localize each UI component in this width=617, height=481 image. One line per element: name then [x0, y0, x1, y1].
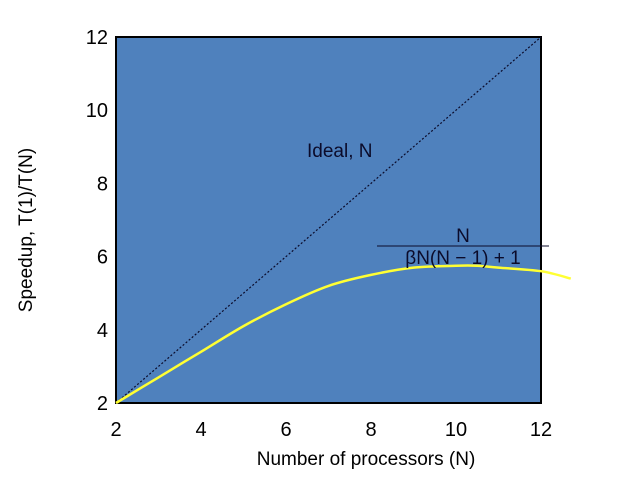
y-tick-label: 6 — [97, 247, 108, 269]
y-tick-label: 8 — [97, 173, 108, 195]
y-tick-label: 4 — [97, 320, 108, 342]
ideal-series-label: Ideal, N — [307, 141, 372, 162]
series-layer — [115, 36, 572, 405]
y-tick-label: 10 — [86, 100, 108, 122]
x-tick-label: 6 — [280, 419, 291, 441]
formula-numerator: N — [456, 226, 470, 247]
overhead-speedup-curve — [115, 264, 572, 405]
x-tick-label: 8 — [365, 419, 376, 441]
formula-denominator: βN(N − 1) + 1 — [405, 248, 520, 269]
x-tick-label: 4 — [195, 419, 206, 441]
x-tick-label: 12 — [530, 419, 552, 441]
y-axis-ticks: 2 4 6 8 10 12 — [86, 27, 108, 415]
y-tick-label: 12 — [86, 27, 108, 49]
x-axis-label: Number of processors (N) — [257, 449, 476, 470]
y-axis-label: Speedup, T(1)/T(N) — [16, 148, 37, 312]
y-tick-label: 2 — [97, 393, 108, 415]
x-tick-label: 2 — [110, 419, 121, 441]
x-tick-label: 10 — [445, 419, 467, 441]
x-axis-ticks: 2 4 6 8 10 12 — [110, 419, 552, 441]
ideal-speedup-line — [115, 36, 542, 404]
formula-annotation: N βN(N − 1) + 1 — [377, 226, 549, 269]
